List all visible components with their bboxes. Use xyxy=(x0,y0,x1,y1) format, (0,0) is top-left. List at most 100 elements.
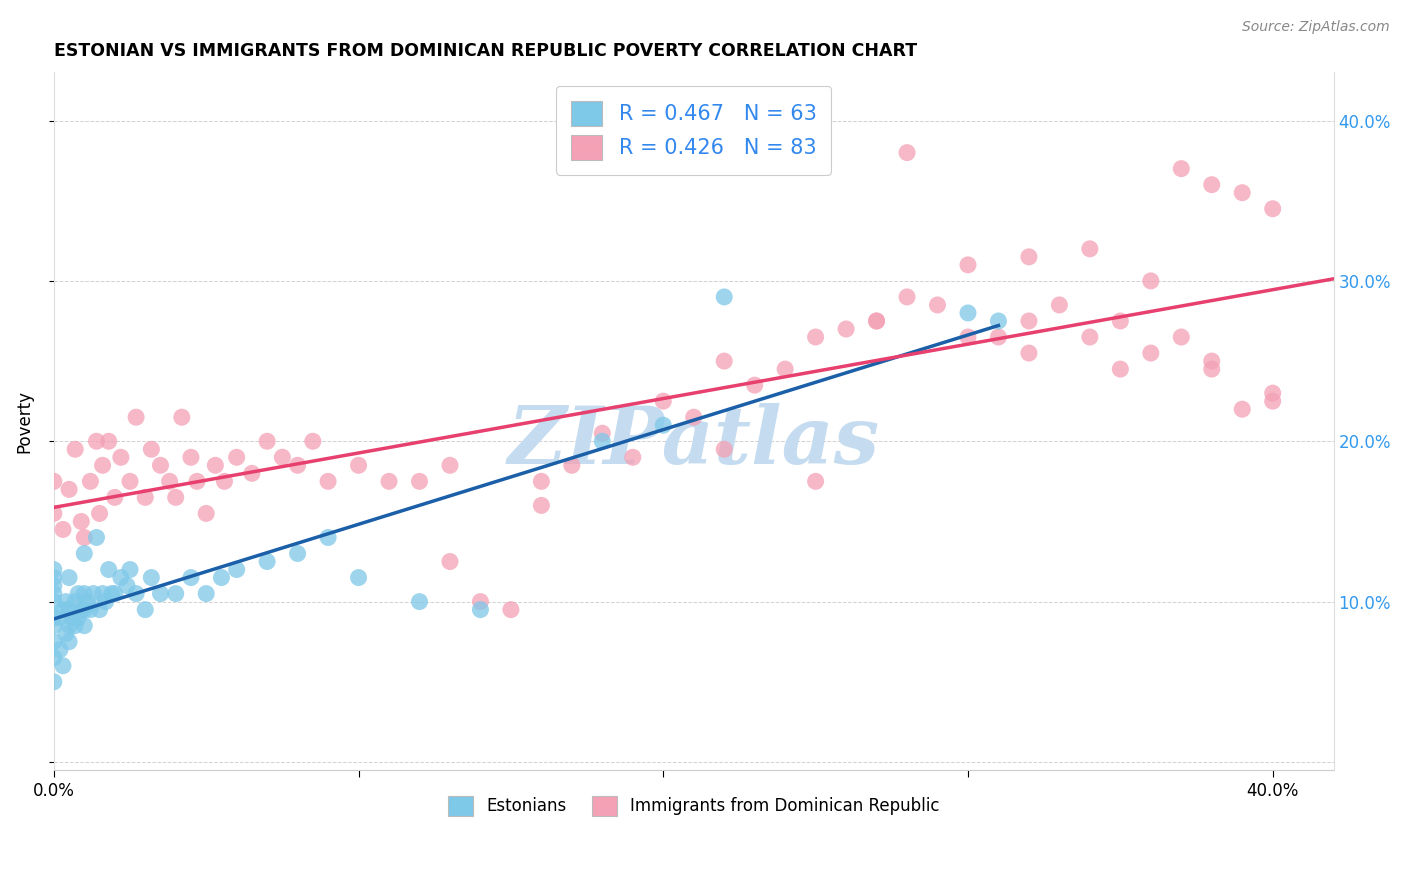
Point xyxy=(1232,186,1254,200)
Point xyxy=(73,602,96,616)
Point xyxy=(652,394,675,409)
Point xyxy=(591,426,613,441)
Point xyxy=(987,314,1010,328)
Point xyxy=(195,586,218,600)
Legend: Estonians, Immigrants from Dominican Republic: Estonians, Immigrants from Dominican Rep… xyxy=(440,788,948,824)
Point xyxy=(835,322,858,336)
Point xyxy=(149,586,172,600)
Point xyxy=(180,450,202,465)
Point xyxy=(104,586,127,600)
Point xyxy=(73,531,96,545)
Point xyxy=(530,475,553,489)
Point xyxy=(1201,354,1223,368)
Point xyxy=(58,602,80,616)
Point xyxy=(1201,362,1223,376)
Point xyxy=(165,491,187,505)
Point xyxy=(956,330,979,344)
Point xyxy=(73,618,96,632)
Point xyxy=(773,362,796,376)
Point xyxy=(104,491,127,505)
Point xyxy=(125,586,148,600)
Point xyxy=(561,458,583,473)
Point xyxy=(1139,346,1161,360)
Point xyxy=(110,450,132,465)
Point xyxy=(79,475,101,489)
Point xyxy=(76,594,98,608)
Point xyxy=(287,458,309,473)
Point xyxy=(67,586,90,600)
Point xyxy=(804,475,827,489)
Point xyxy=(159,475,181,489)
Point xyxy=(1109,314,1132,328)
Point xyxy=(316,475,339,489)
Point xyxy=(42,578,65,592)
Point xyxy=(209,570,232,584)
Point xyxy=(956,306,979,320)
Point xyxy=(287,547,309,561)
Point xyxy=(1018,250,1040,264)
Point xyxy=(804,330,827,344)
Point xyxy=(713,290,735,304)
Point xyxy=(1078,242,1101,256)
Text: ZIPatlas: ZIPatlas xyxy=(508,403,880,481)
Point xyxy=(86,434,108,449)
Point xyxy=(73,547,96,561)
Point xyxy=(896,145,918,160)
Point xyxy=(52,658,75,673)
Point xyxy=(97,434,120,449)
Point xyxy=(110,570,132,584)
Point xyxy=(256,434,278,449)
Point xyxy=(42,586,65,600)
Point xyxy=(63,618,86,632)
Text: Source: ZipAtlas.com: Source: ZipAtlas.com xyxy=(1241,20,1389,34)
Point xyxy=(180,570,202,584)
Point xyxy=(89,602,111,616)
Point xyxy=(49,642,72,657)
Point xyxy=(865,314,887,328)
Point xyxy=(1109,362,1132,376)
Point xyxy=(256,555,278,569)
Point xyxy=(713,354,735,368)
Point xyxy=(67,610,90,624)
Point xyxy=(134,602,156,616)
Point xyxy=(42,507,65,521)
Point xyxy=(956,258,979,272)
Point xyxy=(470,594,492,608)
Point xyxy=(1139,274,1161,288)
Point xyxy=(271,450,294,465)
Point xyxy=(91,586,114,600)
Point xyxy=(63,442,86,457)
Point xyxy=(60,610,83,624)
Point xyxy=(530,499,553,513)
Point xyxy=(141,442,163,457)
Point xyxy=(42,594,65,608)
Point xyxy=(1170,161,1192,176)
Point xyxy=(225,450,247,465)
Point xyxy=(713,442,735,457)
Point xyxy=(89,507,111,521)
Point xyxy=(682,410,704,425)
Point xyxy=(63,594,86,608)
Point xyxy=(927,298,949,312)
Point xyxy=(204,458,226,473)
Point xyxy=(79,602,101,616)
Point xyxy=(52,602,75,616)
Point xyxy=(744,378,766,392)
Point xyxy=(42,610,65,624)
Point xyxy=(470,602,492,616)
Point xyxy=(165,586,187,600)
Point xyxy=(316,531,339,545)
Point xyxy=(347,458,370,473)
Point xyxy=(141,570,163,584)
Point xyxy=(149,458,172,473)
Point xyxy=(408,475,430,489)
Point xyxy=(1047,298,1070,312)
Point xyxy=(170,410,193,425)
Point xyxy=(115,578,138,592)
Point xyxy=(55,626,77,640)
Text: ESTONIAN VS IMMIGRANTS FROM DOMINICAN REPUBLIC POVERTY CORRELATION CHART: ESTONIAN VS IMMIGRANTS FROM DOMINICAN RE… xyxy=(53,42,917,60)
Point xyxy=(52,523,75,537)
Point xyxy=(70,515,93,529)
Point xyxy=(1261,386,1284,401)
Point xyxy=(621,450,644,465)
